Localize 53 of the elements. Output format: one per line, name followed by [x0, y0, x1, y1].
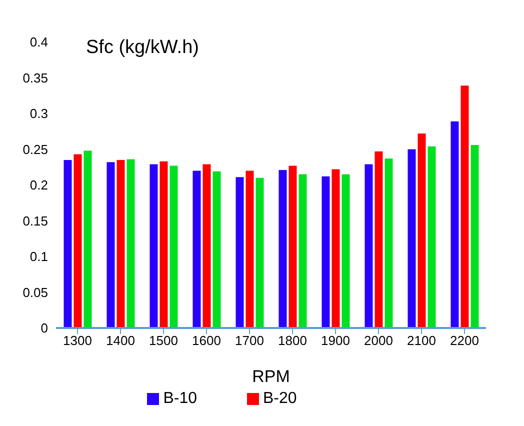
y-tick-label: 0.25 [22, 142, 48, 157]
y-tick-label: 0.2 [30, 178, 48, 193]
bar [192, 170, 201, 328]
bar [126, 159, 135, 328]
y-tick-label: 0.1 [30, 249, 48, 264]
bar [202, 164, 211, 328]
bar [170, 166, 178, 328]
bar [418, 134, 426, 328]
x-tick-label: 2000 [364, 333, 393, 348]
x-tick-label: 1600 [192, 333, 221, 348]
y-tick-label: 0.15 [22, 213, 48, 228]
x-tick-label: 1300 [63, 333, 92, 348]
bar [460, 86, 469, 328]
x-tick-label: 1500 [149, 333, 178, 348]
bar [342, 174, 350, 328]
x-tick-label: 2100 [407, 333, 436, 348]
bar [212, 171, 221, 328]
bar [246, 170, 254, 328]
x-tick-label: 1700 [235, 333, 264, 348]
bar [288, 166, 297, 328]
bar [236, 177, 244, 328]
bar [322, 176, 330, 328]
x-tick-label: 2200 [450, 333, 479, 348]
x-tick-label: 1800 [278, 333, 307, 348]
y-tick-label: 0.4 [30, 34, 48, 50]
bar [74, 154, 82, 328]
bar [364, 164, 373, 328]
legend-label: B-20 [263, 390, 297, 407]
y-axis-title: Sfc (kg/kW.h) [86, 37, 199, 58]
bar [428, 146, 436, 328]
bar [332, 169, 340, 328]
y-tick-label: 0 [40, 320, 48, 336]
x-tick-label: 1400 [106, 333, 135, 348]
x-tick-label: 1900 [321, 333, 350, 348]
bar [150, 164, 158, 328]
bar [106, 162, 115, 328]
bar [298, 174, 307, 328]
bar [160, 161, 168, 328]
bar [64, 160, 72, 328]
bar [256, 178, 264, 328]
bar [450, 121, 459, 328]
bar [116, 160, 125, 328]
x-axis-title: RPM [252, 367, 290, 386]
legend-label: B-10 [163, 390, 197, 407]
bar [84, 150, 92, 328]
bar [408, 149, 416, 328]
y-tick-label: 0.35 [22, 70, 48, 86]
bar [374, 151, 383, 328]
bar [384, 158, 393, 328]
bar [470, 144, 479, 328]
y-tick-label: 0.3 [30, 106, 48, 122]
y-tick-label: 0.05 [22, 284, 48, 300]
bar [278, 170, 287, 328]
